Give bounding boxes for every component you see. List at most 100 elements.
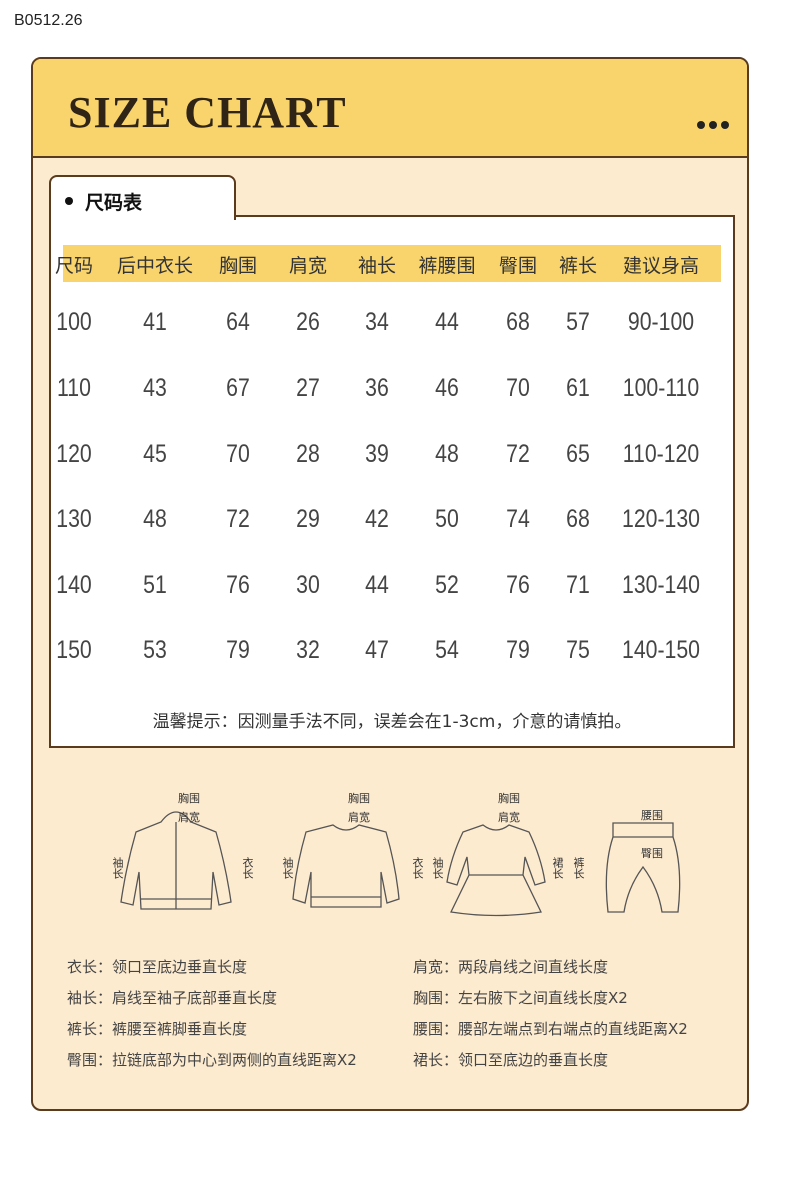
table-cell: 46 [435,374,459,402]
definition-item: 衣长：领口至底边垂直长度 [67,958,248,976]
table-cell: 90-100 [627,308,695,336]
measure-label: 肩宽 [498,811,520,824]
table-cell: 27 [296,374,320,402]
table-cell: 110-120 [622,440,700,468]
tab-label: 尺码表 [85,192,143,214]
jacket-illustration: 胸围 肩宽 袖长 衣长 [111,787,254,927]
table-cell: 130-140 [622,571,700,599]
table-cell: 79 [506,636,530,664]
measure-label: 胸围 [498,792,520,805]
measure-label: 臀围 [641,847,663,860]
definition-item: 裙长：领口至底边的垂直长度 [413,1051,609,1069]
table-cell: 30 [296,571,320,599]
table-cell: 65 [566,440,590,468]
table-cell: 45 [143,440,167,468]
table-cell: 110 [57,374,91,402]
measure-label: 衣长 [411,857,424,879]
definition-item: 肩宽：两段肩线之间直线长度 [413,958,609,976]
sweater-illustration: 胸围肩宽袖长 衣长 [281,787,424,927]
table-cell: 75 [566,636,590,664]
table-cell: 140 [56,571,92,599]
measure-label: 胸围 [348,792,370,805]
sweater-icon [292,824,400,908]
table-cell: 76 [226,571,250,599]
more-dots-icon [697,121,729,129]
column-header: 臀围 [498,255,538,277]
tab-size-table: 尺码表 [49,175,236,220]
table-cell: 76 [506,571,530,599]
column-header: 袖长 [357,255,397,277]
table-cell: 44 [435,308,459,336]
measure-label: 袖长 [111,857,124,879]
column-header: 胸围 [218,255,258,277]
table-cell: 34 [365,308,389,336]
table-cell: 70 [226,440,250,468]
table-cell: 53 [143,636,167,664]
table-cell: 39 [365,440,389,468]
measure-label: 袖长 [281,857,294,879]
pants-illustration: 腰围 臀围 裤长 [572,787,718,927]
definition-item: 腰围：腰部左端点到右端点的直线距离X2 [413,1020,688,1038]
measure-label: 裙长 [551,857,564,879]
measure-label: 胸围 [178,792,200,805]
measurement-note: 温馨提示：因测量手法不同，误差会在1-3cm，介意的请慎拍。 [152,712,632,732]
measure-label: 肩宽 [348,811,370,824]
table-cell: 50 [435,505,459,533]
table-cell: 120 [56,440,92,468]
jacket-icon [120,811,232,910]
table-cell: 51 [143,571,167,599]
definition-item: 臀围：拉链底部为中心到两侧的直线距离X2 [67,1051,357,1069]
table-cell: 72 [226,505,250,533]
table-cell: 150 [56,636,92,664]
table-cell: 52 [435,571,459,599]
header-band: SIZE CHART [33,59,747,158]
dress-illustration: 胸围肩宽袖长 裙长 [431,787,571,927]
table-cell: 48 [143,505,167,533]
table-cell: 41 [143,308,167,336]
table-cell: 74 [506,505,530,533]
table-cell: 43 [143,374,167,402]
table-cell: 68 [506,308,530,336]
definition-item: 胸围：左右腋下之间直线长度X2 [413,989,628,1007]
table-cell: 68 [566,505,590,533]
table-cell: 120-130 [622,505,700,533]
table-cell: 71 [566,571,590,599]
column-header: 后中衣长 [116,255,194,277]
table-cell: 64 [226,308,250,336]
table-cell: 42 [365,505,389,533]
dress-icon [446,824,546,917]
table-cell: 28 [296,440,320,468]
bullet-icon [65,197,73,205]
table-cell: 47 [365,636,389,664]
table-cell: 54 [435,636,459,664]
measure-label: 肩宽 [178,811,200,824]
column-header: 裤长 [558,255,598,277]
definition-item: 袖长：肩线至袖子底部垂直长度 [67,989,278,1007]
table-cell: 72 [506,440,530,468]
table-cell: 100-110 [622,374,700,402]
column-header: 尺码 [54,255,94,277]
table-cell: 130 [56,505,92,533]
table-cell: 44 [365,571,389,599]
table-cell: 26 [296,308,320,336]
measure-label: 裤长 [572,857,585,879]
table-cell: 61 [566,374,590,402]
pants-icon [605,822,681,913]
definition-item: 裤长：裤腰至裤脚垂直长度 [67,1020,248,1038]
table-cell: 57 [566,308,590,336]
table-cell: 79 [226,636,250,664]
column-header: 肩宽 [288,255,328,277]
size-table: 尺码 后中衣长 胸围 肩宽 袖长 裤腰围 臀围 裤长 建议身高 100 41 64 26 34 44 68 5… [49,215,735,748]
table-cell: 29 [296,505,320,533]
table-cell: 100 [56,308,92,336]
column-header: 裤腰围 [418,255,476,277]
table-cell: 67 [226,374,250,402]
table-cell: 140-150 [622,636,700,664]
table-header: 尺码 后中衣长 胸围 肩宽 袖长 裤腰围 臀围 裤长 建议身高 [55,245,721,282]
table-cell: 70 [506,374,530,402]
measure-label: 袖长 [431,857,444,879]
column-header: 建议身高 [622,255,700,277]
page-title: SIZE CHART [68,88,347,137]
table-cell: 48 [435,440,459,468]
size-chart-card: SIZE CHART 尺码表 尺码 后中衣长 胸围 肩宽 袖长 裤腰围 臀围 裤长 建议身高 1… [31,57,749,1111]
